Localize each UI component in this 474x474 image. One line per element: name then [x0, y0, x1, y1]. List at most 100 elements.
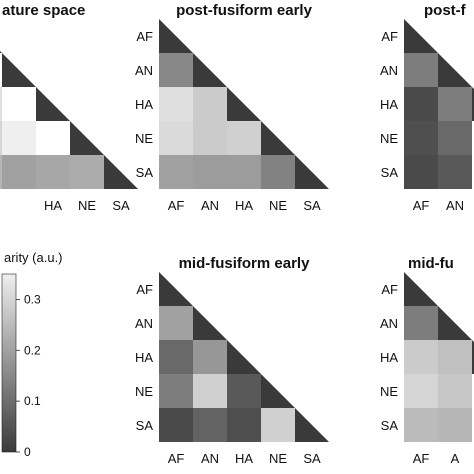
colorbar-label: arity (a.u.) — [4, 250, 63, 265]
y-tick-label: AN — [380, 63, 398, 78]
heatmap-cell — [0, 155, 2, 189]
panel-title: ature space — [2, 2, 85, 19]
diagonal-cell — [295, 155, 329, 189]
y-tick-label: SA — [381, 165, 399, 180]
y-tick-label: AF — [136, 282, 153, 297]
heatmap-cell — [438, 340, 472, 374]
heatmap-cell — [2, 121, 36, 155]
y-tick-label: AN — [135, 63, 153, 78]
heatmap-cell — [227, 121, 261, 155]
heatmap-cell — [193, 374, 227, 408]
y-tick-label: AF — [136, 29, 153, 44]
x-tick-label: SA — [303, 451, 321, 466]
diagonal-cell — [193, 306, 227, 340]
heatmap-cell — [404, 53, 438, 87]
x-tick-label: HA — [235, 198, 253, 213]
diagonal-cell — [36, 87, 70, 121]
heatmap-cell — [404, 306, 438, 340]
y-tick-label: HA — [380, 350, 398, 365]
colorbar-tick-label: 0.1 — [24, 394, 41, 408]
x-tick-label: HA — [44, 198, 62, 213]
y-tick-label: AN — [135, 316, 153, 331]
heatmap-cell — [70, 155, 104, 189]
y-tick-label: SA — [381, 418, 399, 433]
heatmap-cell — [404, 340, 438, 374]
diagonal-cell — [261, 374, 295, 408]
heatmap-cell — [193, 87, 227, 121]
heatmap-cell — [193, 340, 227, 374]
heatmap-cell — [193, 408, 227, 442]
y-tick-label: NE — [380, 131, 398, 146]
y-tick-label: SA — [136, 165, 154, 180]
x-tick-label: AF — [413, 198, 430, 213]
diagonal-cell — [70, 121, 104, 155]
heatmap-cell — [438, 121, 472, 155]
diagonal-cell — [159, 272, 193, 306]
panel-title: mid-fu — [408, 255, 454, 272]
colorbar-tick-label: 0.3 — [24, 292, 41, 306]
heatmap-cell — [404, 408, 438, 442]
x-tick-label: A — [451, 451, 460, 466]
colorbar-tick-label: 0.2 — [24, 343, 41, 357]
heatmap-cell — [193, 121, 227, 155]
heatmap-cell — [404, 155, 438, 189]
x-tick-label: AF — [168, 198, 185, 213]
diagonal-cell — [2, 53, 36, 87]
x-tick-label: AF — [413, 451, 430, 466]
heatmap-cell — [438, 408, 472, 442]
heatmap-cell — [261, 408, 295, 442]
heatmap-cell — [159, 155, 193, 189]
x-tick-label: AN — [201, 451, 219, 466]
diagonal-cell — [227, 340, 261, 374]
y-tick-label: NE — [380, 384, 398, 399]
y-tick-label: AF — [381, 29, 398, 44]
diagonal-cell — [104, 155, 138, 189]
diagonal-cell — [295, 408, 329, 442]
y-tick-label: HA — [135, 350, 153, 365]
diagonal-cell — [193, 53, 227, 87]
colorbar — [1, 273, 17, 453]
heatmap-cell — [438, 374, 472, 408]
heatmap-cell — [193, 155, 227, 189]
diagonal-cell — [404, 272, 438, 306]
heatmap-cell — [159, 53, 193, 87]
heatmap-cell — [0, 121, 2, 155]
heatmap-cell — [36, 155, 70, 189]
y-tick-label: NE — [135, 131, 153, 146]
x-tick-label: NE — [269, 198, 287, 213]
heatmap-cell — [0, 87, 2, 121]
heatmap-cell — [404, 87, 438, 121]
heatmap-cell — [438, 87, 472, 121]
panel-title: post-f — [424, 2, 467, 19]
x-tick-label: NE — [78, 198, 96, 213]
y-tick-label: HA — [135, 97, 153, 112]
panel-title: mid-fusiform early — [179, 255, 311, 272]
panel-title: post-fusiform early — [176, 2, 313, 19]
x-tick-label: NE — [269, 451, 287, 466]
x-tick-label: AF — [168, 451, 185, 466]
diagonal-cell — [404, 19, 438, 53]
diagonal-cell — [438, 306, 472, 340]
heatmap-cell — [227, 408, 261, 442]
heatmap-cell — [227, 155, 261, 189]
diagonal-cell — [159, 19, 193, 53]
x-tick-label: HA — [235, 451, 253, 466]
heatmap-cell — [404, 374, 438, 408]
heatmap-cell — [261, 155, 295, 189]
y-tick-label: SA — [136, 418, 154, 433]
heatmap-cell — [159, 374, 193, 408]
heatmap-cell — [404, 121, 438, 155]
diagonal-cell — [261, 121, 295, 155]
heatmap-cell — [2, 155, 36, 189]
heatmap-cell — [227, 374, 261, 408]
y-tick-label: NE — [135, 384, 153, 399]
y-tick-label: AF — [381, 282, 398, 297]
x-tick-label: SA — [303, 198, 321, 213]
heatmap-cell — [159, 306, 193, 340]
x-tick-label: AN — [201, 198, 219, 213]
heatmap-cell — [438, 155, 472, 189]
colorbar-tick-label: 0 — [24, 445, 31, 459]
x-tick-label: AN — [446, 198, 464, 213]
heatmap-cell — [159, 408, 193, 442]
